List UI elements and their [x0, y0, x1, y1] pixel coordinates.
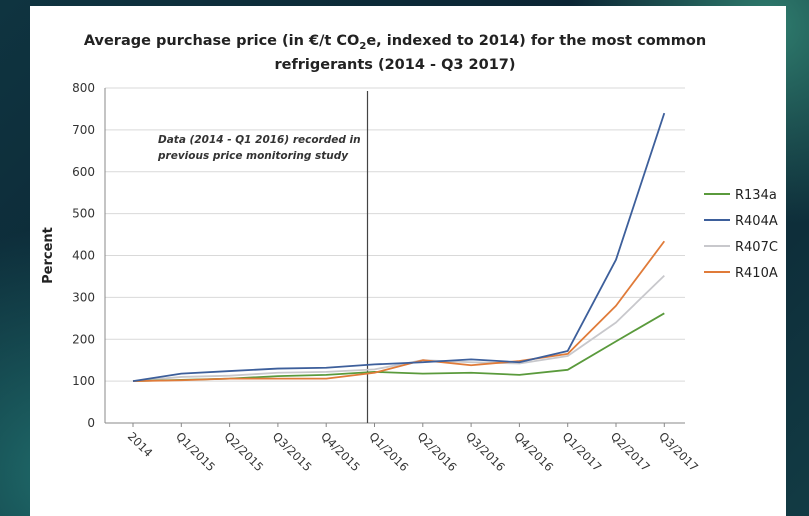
x-tick-label: Q4/2015	[318, 429, 363, 474]
line-chart: 0 100 200 300 400 500 600 700 800 Percent 2014 Q1/2…	[41, 81, 778, 474]
x-tick-label: Q1/2016	[366, 429, 411, 474]
x-tick-label: Q3/2017	[656, 429, 701, 474]
chart-title: Average purchase price (in €/t CO2e, ind…	[30, 32, 760, 75]
x-tick-label: 2014	[125, 429, 156, 460]
title-part-1: Average purchase price (in €/t CO	[83, 33, 360, 49]
series-line-r410a	[132, 240, 666, 383]
y-tick-label: 100	[72, 374, 95, 388]
legend-label-r407c: R407C	[735, 240, 778, 255]
x-tick-label: Q3/2015	[270, 429, 315, 474]
chart-panel: Average purchase price (in €/t CO2e, ind…	[30, 6, 786, 516]
series-line-r407c	[132, 274, 665, 383]
y-tick-label: 0	[87, 416, 95, 430]
y-axis-label: Percent	[41, 227, 56, 284]
x-tick-label: Q3/2016	[463, 429, 508, 474]
y-tick-label: 800	[72, 81, 95, 95]
y-tick-label: 200	[72, 332, 95, 346]
x-tick-label: Q2/2017	[608, 429, 653, 474]
series-line-r134a	[132, 312, 665, 383]
y-tick-label: 300	[72, 290, 95, 304]
annotation-line-1: Data (2014 - Q1 2016) recorded in	[158, 134, 361, 146]
y-tick-label: 400	[72, 249, 95, 263]
title-part-2: e, indexed to 2014) for the most common	[366, 33, 707, 49]
x-tick-label: Q1/2015	[173, 429, 218, 474]
title-line-2: refrigerants (2014 - Q3 2017)	[274, 56, 516, 73]
series-line-r404a	[132, 112, 666, 383]
legend-label-r410a: R410A	[735, 266, 778, 281]
y-tick-label: 600	[72, 165, 95, 179]
x-tick-label: Q2/2016	[415, 429, 460, 474]
annotation-line-2: previous price monitoring study	[157, 150, 349, 162]
legend-label-r404a: R404A	[735, 214, 778, 229]
title-subscript: 2	[359, 40, 367, 52]
y-tick-label: 500	[72, 207, 95, 221]
x-tick-label: Q2/2015	[221, 429, 266, 474]
y-tick-label: 700	[72, 123, 95, 137]
legend-label-r134a: R134a	[735, 188, 777, 203]
x-tick-label: Q1/2017	[560, 429, 605, 474]
x-tick-label: Q4/2016	[511, 429, 556, 474]
